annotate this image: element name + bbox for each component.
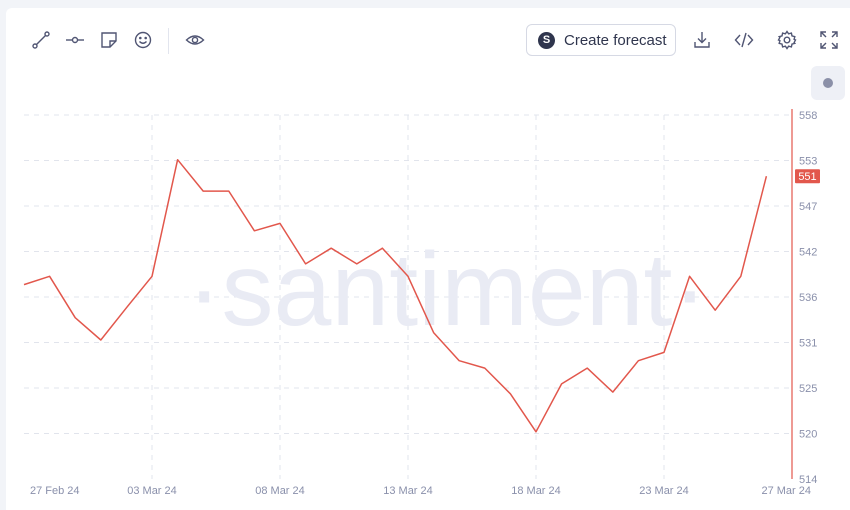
y-tick-label: 536 xyxy=(799,292,817,304)
series-line[interactable] xyxy=(23,158,768,433)
y-tick-label: 525 xyxy=(799,383,817,395)
fullscreen-icon[interactable] xyxy=(815,26,843,54)
create-forecast-button[interactable]: S Create forecast xyxy=(526,24,676,56)
horizontal-line-icon[interactable] xyxy=(61,26,89,54)
santiment-logo-icon: S xyxy=(538,31,555,49)
note-icon[interactable] xyxy=(95,26,123,54)
y-tick-label: 520 xyxy=(799,429,817,441)
embed-code-icon[interactable] xyxy=(730,26,758,54)
x-tick-label: 23 Mar 24 xyxy=(639,485,689,497)
x-tick-label: 13 Mar 24 xyxy=(383,485,433,497)
y-tick-label: 547 xyxy=(799,201,817,213)
settings-icon[interactable] xyxy=(773,26,801,54)
emoji-icon[interactable] xyxy=(129,26,157,54)
y-tick-label: 531 xyxy=(799,338,817,350)
x-tick-label: 08 Mar 24 xyxy=(255,485,305,497)
create-forecast-label: Create forecast xyxy=(564,31,667,49)
line-draw-icon[interactable] xyxy=(27,26,55,54)
x-tick-label: 18 Mar 24 xyxy=(511,485,561,497)
x-tick-label: 27 Feb 24 xyxy=(30,485,80,497)
y-tick-label: 553 xyxy=(799,156,817,168)
last-value-label: 551 xyxy=(798,171,816,183)
metric-toggle-button[interactable] xyxy=(811,66,845,100)
santiment-watermark: ·santiment· xyxy=(187,232,707,348)
toolbar-divider xyxy=(168,28,169,54)
x-tick-label: 03 Mar 24 xyxy=(127,485,177,497)
chart-card xyxy=(6,8,850,510)
last-value-badge xyxy=(795,169,820,184)
y-tick-label: 514 xyxy=(799,474,817,486)
download-icon[interactable] xyxy=(688,26,716,54)
x-tick-label: 27 Mar 24 xyxy=(761,485,811,497)
y-tick-label: 542 xyxy=(799,247,817,259)
y-tick-label: 558 xyxy=(799,110,817,122)
eye-icon[interactable] xyxy=(181,26,209,54)
